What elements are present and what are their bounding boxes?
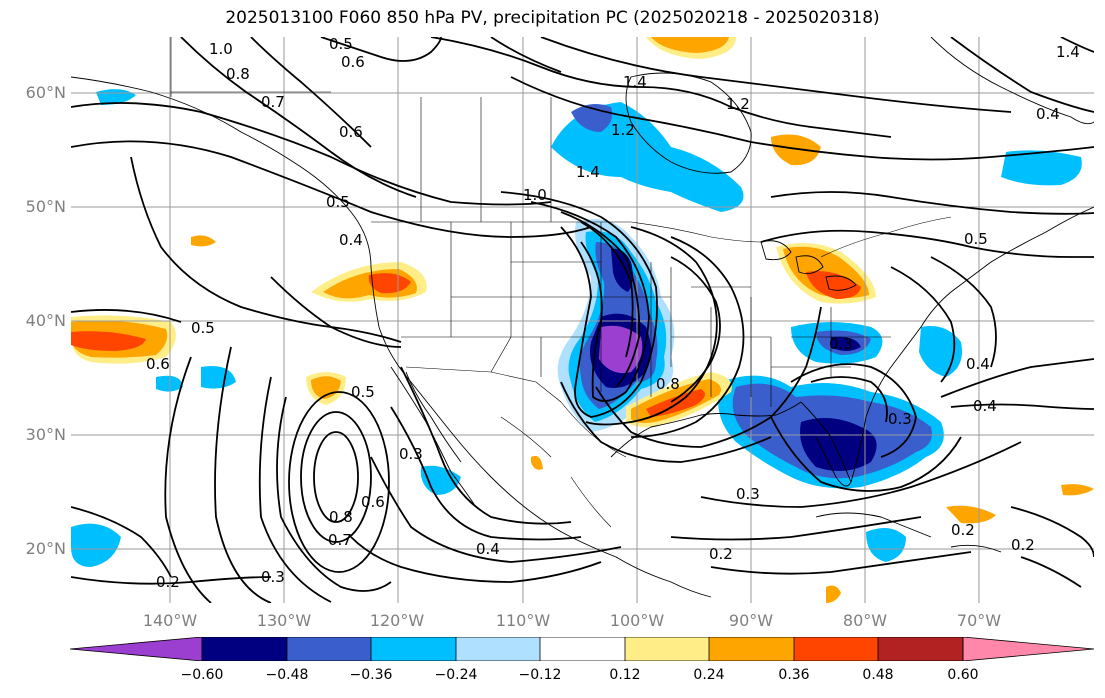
contour-label: 1.0 bbox=[209, 40, 233, 58]
contour-labels: 1.0 0.5 0.6 0.8 0.7 1.4 1.2 1.2 0.6 1.4 … bbox=[146, 37, 1080, 591]
contour-label: 1.4 bbox=[623, 73, 647, 91]
contour-label: 0.8 bbox=[329, 508, 353, 526]
lat-label-60n: 60°N bbox=[25, 83, 66, 102]
lon-label-130w: 130°W bbox=[256, 611, 312, 630]
contour-label: 0.7 bbox=[328, 531, 352, 549]
contour-label: 0.6 bbox=[361, 493, 385, 511]
contour-label: 0.3 bbox=[888, 410, 912, 428]
colorbar-tick: 0.48 bbox=[862, 667, 894, 683]
colorbar-segment bbox=[456, 637, 540, 661]
weather-map: 1.0 0.5 0.6 0.8 0.7 1.4 1.2 1.2 0.6 1.4 … bbox=[71, 37, 1094, 603]
contour-label: 1.4 bbox=[576, 163, 600, 181]
colorbar-arrow-right bbox=[962, 637, 1095, 661]
colorbar-tick: −0.60 bbox=[180, 667, 224, 683]
colorbar-segment bbox=[202, 637, 287, 661]
colorbar bbox=[70, 637, 1095, 661]
colorbar-tick: 0.60 bbox=[947, 667, 979, 683]
contour-label: 0.5 bbox=[964, 230, 988, 248]
contour-label: 0.2 bbox=[156, 573, 180, 591]
colorbar-segment bbox=[287, 637, 371, 661]
lon-label-100w: 100°W bbox=[609, 611, 665, 630]
contour-label: 0.6 bbox=[341, 53, 365, 71]
contour-label: 0.8 bbox=[656, 375, 680, 393]
contour-label: 0.6 bbox=[146, 355, 170, 373]
contour-label: 1.2 bbox=[726, 95, 750, 113]
contour-label: 0.5 bbox=[191, 319, 215, 337]
contour-label: 0.4 bbox=[973, 397, 997, 415]
contour-label: 0.4 bbox=[966, 355, 990, 373]
colorbar-tick: −0.36 bbox=[349, 667, 393, 683]
colorbar-segment bbox=[371, 637, 456, 661]
contour-label: 0.5 bbox=[351, 383, 375, 401]
contour-label: 0.8 bbox=[226, 65, 250, 83]
lat-label-30n: 30°N bbox=[25, 425, 66, 444]
contour-label: 0.2 bbox=[1011, 536, 1035, 554]
contour-label: 0.6 bbox=[339, 123, 363, 141]
contour-label: 0.2 bbox=[709, 545, 733, 563]
colorbar-tick: 0.24 bbox=[693, 667, 725, 683]
lat-label-20n: 20°N bbox=[25, 539, 66, 558]
map-title: 2025013100 F060 850 hPa PV, precipitatio… bbox=[225, 8, 880, 28]
colorbar-arrow-left bbox=[70, 637, 203, 661]
contour-label: 1.4 bbox=[1056, 43, 1080, 61]
contour-label: 0.4 bbox=[476, 540, 500, 558]
colorbar-segment bbox=[709, 637, 794, 661]
contour-label: 0.3 bbox=[829, 335, 853, 353]
colorbar-tick: −0.48 bbox=[265, 667, 309, 683]
contour-label: 0.7 bbox=[261, 93, 285, 111]
contour-label: 0.4 bbox=[1036, 105, 1060, 123]
lon-label-110w: 110°W bbox=[495, 611, 551, 630]
contour-label: 0.3 bbox=[736, 485, 760, 503]
contour-label: 1.0 bbox=[523, 186, 547, 204]
pv-contours bbox=[71, 37, 1094, 603]
contour-label: 0.5 bbox=[329, 37, 353, 53]
lon-label-120w: 120°W bbox=[369, 611, 425, 630]
lat-label-40n: 40°N bbox=[25, 311, 66, 330]
colorbar-segment bbox=[794, 637, 878, 661]
lon-label-80w: 80°W bbox=[842, 611, 888, 630]
graticule bbox=[71, 37, 1094, 603]
lon-label-70w: 70°W bbox=[956, 611, 1002, 630]
contour-label: 0.5 bbox=[326, 193, 350, 211]
colorbar-segment bbox=[878, 637, 963, 661]
lat-label-50n: 50°N bbox=[25, 197, 66, 216]
contour-label: 1.2 bbox=[611, 121, 635, 139]
lon-label-140w: 140°W bbox=[142, 611, 198, 630]
colorbar-tick: 0.12 bbox=[609, 667, 641, 683]
colorbar-segment bbox=[625, 637, 709, 661]
lon-label-90w: 90°W bbox=[728, 611, 774, 630]
contour-label: 0.4 bbox=[339, 231, 363, 249]
colorbar-segment bbox=[540, 637, 625, 661]
colorbar-tick: 0.36 bbox=[778, 667, 810, 683]
contour-label: 0.3 bbox=[399, 445, 423, 463]
contour-label: 0.2 bbox=[951, 521, 975, 539]
colorbar-tick: −0.12 bbox=[518, 667, 562, 683]
contour-label: 0.3 bbox=[261, 568, 285, 586]
colorbar-tick: −0.24 bbox=[434, 667, 478, 683]
